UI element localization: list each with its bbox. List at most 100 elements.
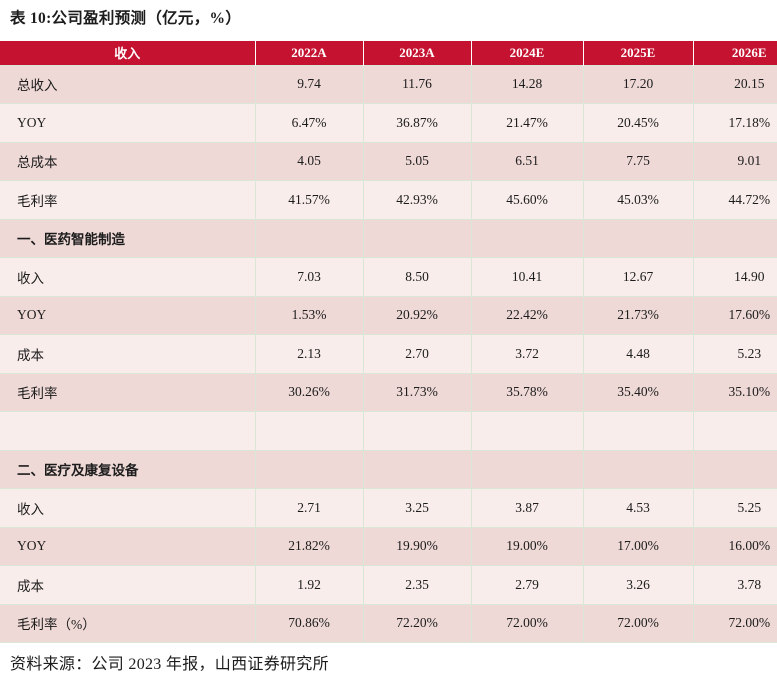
value-cell: 35.40% [582, 372, 694, 412]
header-cell-year: 2022A [255, 41, 364, 65]
value-cell: 41.57% [254, 180, 364, 220]
value-cell: 21.73% [582, 295, 694, 335]
value-cell: 19.90% [362, 526, 472, 566]
value-cell: 45.03% [582, 180, 694, 220]
value-cell: 72.20% [362, 603, 472, 643]
page-title: 表 10:公司盈利预测（亿元，%） [10, 10, 242, 27]
row-label: 毛利率 [0, 180, 256, 220]
table-row: 收入 2.71 3.25 3.87 4.53 5.25 [0, 488, 777, 528]
source-note: 资料来源：公司 2023 年报，山西证券研究所 [10, 656, 329, 673]
value-cell [692, 449, 777, 489]
value-cell: 31.73% [362, 372, 472, 412]
value-cell: 3.26 [582, 565, 694, 605]
value-cell [470, 449, 584, 489]
value-cell [582, 449, 694, 489]
value-cell [254, 411, 364, 451]
header-cell-revenue: 收入 [0, 41, 256, 65]
value-cell [470, 411, 584, 451]
row-label [0, 411, 256, 451]
value-cell: 17.00% [582, 526, 694, 566]
forecast-table: 收入 2022A 2023A 2024E 2025E 2026E 总收入 9.74 11.76… [0, 41, 777, 643]
value-cell: 2.70 [362, 334, 472, 374]
table-row: YOY 21.82% 19.90% 19.00% 17.00% 16.00% [0, 526, 777, 566]
value-cell: 21.47% [470, 103, 584, 143]
value-cell: 9.01 [692, 141, 777, 181]
value-cell: 1.53% [254, 295, 364, 335]
value-cell [362, 218, 472, 258]
value-cell: 16.00% [692, 526, 777, 566]
value-cell: 14.28 [470, 64, 584, 104]
value-cell: 45.60% [470, 180, 584, 220]
value-cell: 9.74 [254, 64, 364, 104]
value-cell [362, 449, 472, 489]
value-cell: 44.72% [692, 180, 777, 220]
value-cell: 17.60% [692, 295, 777, 335]
table-row: 毛利率（%） 70.86% 72.20% 72.00% 72.00% 72.00% [0, 603, 777, 643]
header-cell-year: 2024E [471, 41, 584, 65]
value-cell: 30.26% [254, 372, 364, 412]
value-cell: 20.15 [692, 64, 777, 104]
table-row: 成本 2.13 2.70 3.72 4.48 5.23 [0, 334, 777, 374]
value-cell: 2.71 [254, 488, 364, 528]
row-label: 成本 [0, 334, 256, 374]
value-cell: 7.03 [254, 257, 364, 297]
value-cell: 3.78 [692, 565, 777, 605]
row-label: YOY [0, 295, 256, 335]
value-cell: 2.35 [362, 565, 472, 605]
row-label: 总成本 [0, 141, 256, 181]
value-cell: 3.25 [362, 488, 472, 528]
header-cell-year: 2025E [583, 41, 694, 65]
row-label: YOY [0, 103, 256, 143]
value-cell: 72.00% [470, 603, 584, 643]
row-label: 一、医药智能制造 [0, 218, 256, 258]
row-label: 成本 [0, 565, 256, 605]
value-cell: 17.18% [692, 103, 777, 143]
value-cell: 19.00% [470, 526, 584, 566]
value-cell: 72.00% [582, 603, 694, 643]
value-cell: 21.82% [254, 526, 364, 566]
value-cell: 3.87 [470, 488, 584, 528]
value-cell: 42.93% [362, 180, 472, 220]
value-cell: 11.76 [362, 64, 472, 104]
header-cell-year: 2023A [363, 41, 472, 65]
table-row: 总成本 4.05 5.05 6.51 7.75 9.01 [0, 141, 777, 181]
value-cell: 35.78% [470, 372, 584, 412]
value-cell: 17.20 [582, 64, 694, 104]
value-cell: 3.72 [470, 334, 584, 374]
header-cell-year: 2026E [693, 41, 777, 65]
section-row: 二、医疗及康复设备 [0, 449, 777, 489]
section-row: 一、医药智能制造 [0, 218, 777, 258]
value-cell [254, 449, 364, 489]
value-cell: 6.47% [254, 103, 364, 143]
value-cell: 1.92 [254, 565, 364, 605]
value-cell: 4.53 [582, 488, 694, 528]
table-row: YOY 6.47% 36.87% 21.47% 20.45% 17.18% [0, 103, 777, 143]
table-row: 毛利率 41.57% 42.93% 45.60% 45.03% 44.72% [0, 180, 777, 220]
value-cell: 6.51 [470, 141, 584, 181]
value-cell [692, 218, 777, 258]
value-cell: 5.25 [692, 488, 777, 528]
value-cell: 7.75 [582, 141, 694, 181]
value-cell: 35.10% [692, 372, 777, 412]
value-cell [582, 218, 694, 258]
value-cell [692, 411, 777, 451]
row-label: 二、医疗及康复设备 [0, 449, 256, 489]
value-cell: 70.86% [254, 603, 364, 643]
forecast-table-container: 收入 2022A 2023A 2024E 2025E 2026E 总收入 9.74 11.76… [0, 41, 777, 643]
value-cell: 4.05 [254, 141, 364, 181]
table-row [0, 411, 777, 451]
value-cell [470, 218, 584, 258]
value-cell: 22.42% [470, 295, 584, 335]
header-row: 收入 2022A 2023A 2024E 2025E 2026E [0, 41, 777, 65]
table-row: 毛利率 30.26% 31.73% 35.78% 35.40% 35.10% [0, 372, 777, 412]
value-cell: 12.67 [582, 257, 694, 297]
value-cell: 72.00% [692, 603, 777, 643]
value-cell: 20.92% [362, 295, 472, 335]
value-cell: 2.79 [470, 565, 584, 605]
value-cell [582, 411, 694, 451]
row-label: 毛利率 [0, 372, 256, 412]
value-cell: 20.45% [582, 103, 694, 143]
table-row: 成本 1.92 2.35 2.79 3.26 3.78 [0, 565, 777, 605]
value-cell: 8.50 [362, 257, 472, 297]
table-row: 总收入 9.74 11.76 14.28 17.20 20.15 [0, 64, 777, 104]
